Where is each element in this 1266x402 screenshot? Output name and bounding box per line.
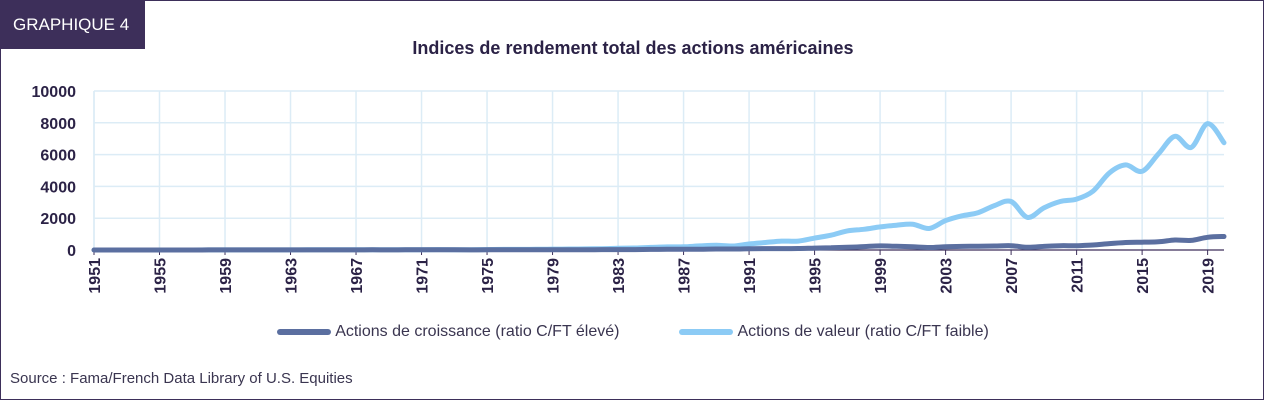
y-tick-label: 4000	[40, 179, 76, 196]
source-note: Source : Fama/French Data Library of U.S…	[10, 370, 353, 387]
y-tick-label: 0	[67, 243, 76, 260]
x-tick-label: 1999	[873, 258, 890, 294]
series-layer	[91, 121, 1227, 253]
series-line-growth	[91, 234, 1227, 253]
x-tick-label: 1983	[611, 258, 628, 294]
y-tick-label: 8000	[40, 116, 76, 133]
grid-layer	[93, 90, 1224, 250]
legend-label-growth: Actions de croissance (ratio C/FT élevé)	[335, 323, 620, 340]
legend-item-growth: Actions de croissance (ratio C/FT élevé)	[277, 323, 619, 341]
x-tick-label: 1987	[677, 258, 694, 294]
x-tick-label: 2011	[1070, 258, 1087, 293]
legend-swatch-growth	[277, 329, 332, 335]
x-tick-label: 2007	[1004, 258, 1021, 294]
legend-swatch-value	[679, 329, 734, 335]
x-tick-label: 1959	[218, 258, 235, 294]
x-tick-label: 1971	[415, 258, 432, 294]
chart-number-badge: GRAPHIQUE 4	[1, 1, 145, 49]
y-tick-label: 6000	[40, 148, 76, 165]
y-tick-label: 2000	[40, 211, 76, 228]
x-tick-label: 2019	[1201, 258, 1218, 294]
x-tick-label: 1963	[284, 258, 301, 294]
tick-label-layer: 0 2000 4000 6000 8000 10000 1951 1955 1959 1963 19…	[32, 84, 1218, 294]
x-tick-label: 1991	[742, 258, 759, 294]
x-tick-label: 1975	[480, 258, 497, 294]
x-tick-label: 1955	[153, 258, 170, 294]
legend-item-value: Actions de valeur (ratio C/FT faible)	[679, 323, 989, 341]
x-tick-label: 1979	[546, 258, 563, 294]
y-tick-label: 10000	[32, 84, 77, 101]
x-tick-label: 2003	[939, 258, 956, 294]
x-tick-label: 1995	[808, 258, 825, 294]
legend-label-value: Actions de valeur (ratio C/FT faible)	[737, 323, 989, 340]
chart-title: Indices de rendement total des actions a…	[412, 38, 854, 58]
x-tick-label: 2015	[1135, 258, 1152, 294]
chart-legend: Actions de croissance (ratio C/FT élevé)…	[0, 323, 1266, 341]
x-tick-label: 1951	[87, 258, 104, 294]
x-tick-label: 1967	[349, 258, 366, 294]
